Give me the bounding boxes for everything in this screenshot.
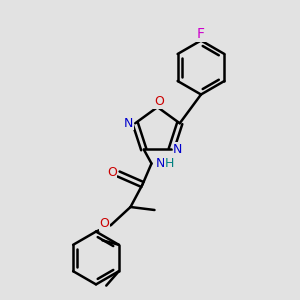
Text: N: N — [124, 117, 133, 130]
Text: NH: NH — [155, 156, 173, 170]
Text: N: N — [173, 143, 182, 156]
Text: O: O — [100, 217, 109, 230]
Text: F: F — [197, 27, 205, 41]
Text: N: N — [156, 157, 165, 170]
Text: O: O — [107, 166, 117, 179]
Text: O: O — [154, 95, 164, 108]
Text: H: H — [165, 157, 174, 170]
